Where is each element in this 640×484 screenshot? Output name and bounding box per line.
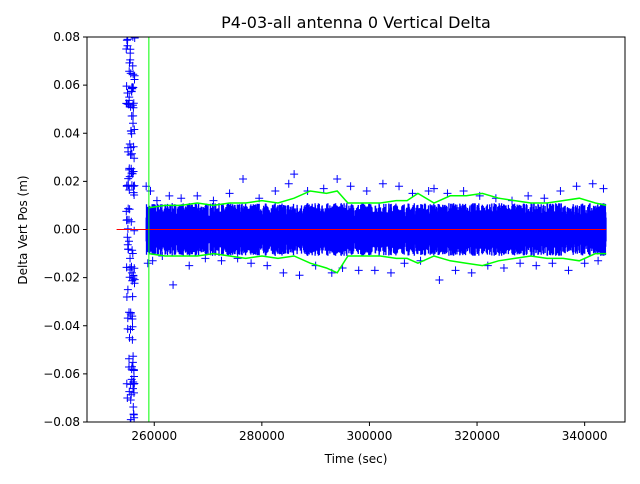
scatter-point-61 bbox=[424, 187, 433, 195]
scatter-point-83 bbox=[594, 256, 603, 265]
scatter-point-57 bbox=[395, 182, 404, 191]
scatter-point-65 bbox=[451, 266, 460, 275]
scatter-point-26 bbox=[165, 191, 174, 200]
scatter-point-81 bbox=[580, 259, 589, 268]
x-tick-label-2: 300000 bbox=[347, 429, 393, 443]
scatter-point-63 bbox=[435, 276, 444, 285]
scatter-point-66 bbox=[459, 187, 468, 195]
scatter-point-84 bbox=[599, 184, 608, 193]
scatter-point-43 bbox=[290, 170, 299, 179]
plot-area bbox=[116, 37, 608, 422]
scatter-point-21 bbox=[143, 259, 152, 268]
scatter-point-9 bbox=[123, 285, 132, 294]
scatter-point-78 bbox=[556, 187, 565, 195]
chart-title: P4-03-all antenna 0 Vertical Delta bbox=[221, 13, 491, 32]
scatter-point-32 bbox=[209, 196, 218, 205]
scatter-point-35 bbox=[233, 254, 242, 263]
scatter-point-82 bbox=[588, 179, 597, 188]
scatter-point-58 bbox=[400, 259, 409, 268]
scatter-point-76 bbox=[540, 194, 549, 203]
y-tick-label-0: −0.08 bbox=[43, 415, 80, 429]
scatter-point-17 bbox=[126, 415, 135, 422]
scatter-point-62 bbox=[430, 184, 439, 193]
scatter-point-69 bbox=[483, 261, 492, 270]
scatter-point-47 bbox=[319, 184, 328, 193]
y-tick-label-4: 0.00 bbox=[53, 223, 80, 237]
scatter-point-39 bbox=[263, 261, 272, 270]
scatter-point-41 bbox=[279, 268, 288, 277]
scatter-point-31 bbox=[201, 254, 210, 263]
scatter-point-80 bbox=[572, 182, 581, 191]
y-tick-label-7: 0.06 bbox=[53, 78, 80, 92]
scatter-point-40 bbox=[271, 187, 280, 195]
x-tick-label-1: 280000 bbox=[239, 429, 285, 443]
y-tick-label-1: −0.06 bbox=[43, 367, 80, 381]
scatter-point-77 bbox=[548, 259, 557, 268]
scatter-point-33 bbox=[217, 256, 226, 265]
scatter-point-73 bbox=[516, 259, 525, 268]
envelope-upper bbox=[148, 190, 607, 209]
scatter-point-27 bbox=[169, 280, 178, 289]
y-tick-label-3: −0.02 bbox=[43, 271, 80, 285]
x-tick-label-0: 260000 bbox=[131, 429, 177, 443]
scatter-point-29 bbox=[185, 261, 194, 270]
scatter-point-67 bbox=[467, 268, 476, 277]
scatter-point-53 bbox=[362, 187, 371, 195]
scatter-point-71 bbox=[499, 264, 508, 272]
scatter-point-44 bbox=[295, 271, 304, 280]
scatter-point-52 bbox=[354, 266, 363, 275]
y-tick-label-6: 0.04 bbox=[53, 126, 80, 140]
y-tick-label-2: −0.04 bbox=[43, 319, 80, 333]
scatter-point-30 bbox=[193, 191, 202, 200]
y-tick-label-8: 0.08 bbox=[53, 30, 80, 44]
scatter-point-22 bbox=[146, 187, 155, 195]
scatter-point-59 bbox=[408, 189, 417, 198]
y-tick-label-5: 0.02 bbox=[53, 174, 80, 188]
envelope-lower bbox=[148, 252, 607, 274]
scatter-point-56 bbox=[386, 268, 395, 277]
y-axis-label: Delta Vert Pos (m) bbox=[16, 175, 30, 284]
scatter-point-28 bbox=[177, 194, 186, 203]
scatter-point-36 bbox=[239, 174, 248, 183]
scatter-point-64 bbox=[443, 189, 452, 198]
scatter-point-34 bbox=[225, 189, 234, 198]
scatter-point-51 bbox=[346, 182, 355, 191]
scatter-point-49 bbox=[333, 174, 342, 183]
x-tick-label-4: 340000 bbox=[562, 429, 608, 443]
scatter-point-42 bbox=[284, 179, 293, 188]
axes: 260000 280000 300000 320000 340000 −0.08 −0.06… bbox=[43, 30, 626, 443]
x-axis-label: Time (sec) bbox=[324, 452, 388, 466]
plot-content bbox=[116, 37, 608, 422]
scatter-point-23 bbox=[148, 256, 157, 265]
x-tick-label-3: 320000 bbox=[454, 429, 500, 443]
scatter-point-74 bbox=[524, 191, 533, 200]
scatter-point-55 bbox=[378, 179, 387, 188]
scatter-point-24 bbox=[152, 196, 161, 205]
scatter-point-79 bbox=[564, 266, 573, 275]
scatter-startup-spike bbox=[122, 37, 139, 422]
scatter-point-37 bbox=[247, 259, 256, 268]
scatter-point-75 bbox=[532, 261, 541, 270]
scatter-point-54 bbox=[370, 266, 379, 275]
scatter-point-11 bbox=[126, 254, 135, 263]
